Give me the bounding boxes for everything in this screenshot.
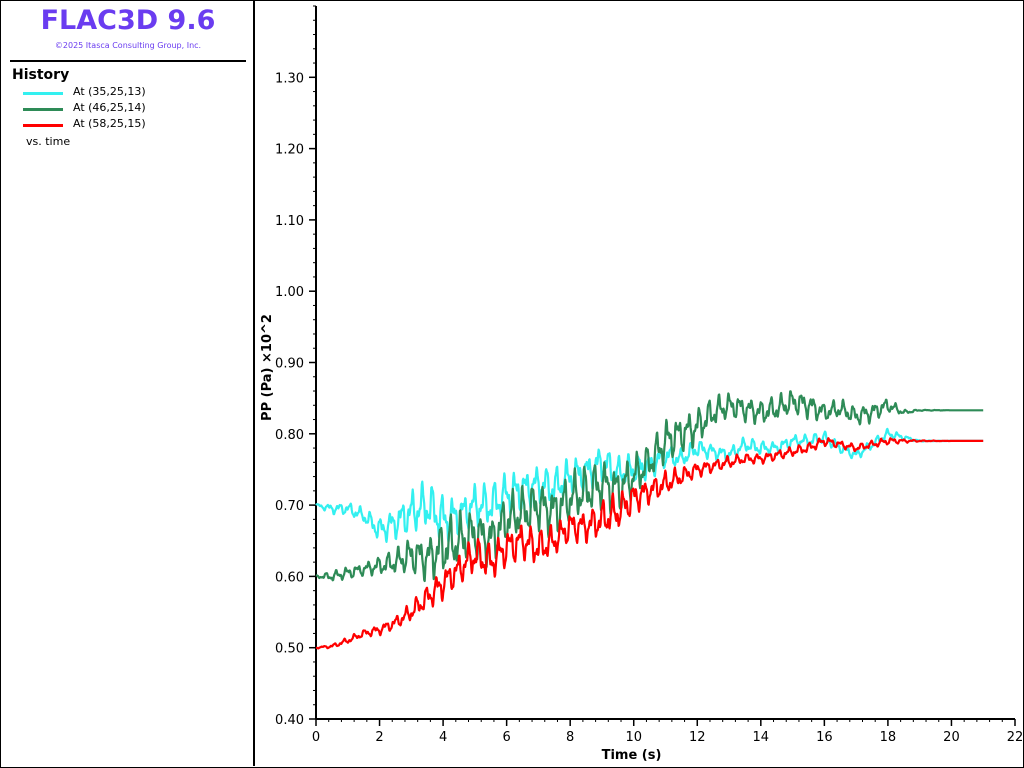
copyright-text: ©2025 Itasca Consulting Group, Inc. (54, 41, 202, 50)
x-tick-label: 10 (625, 730, 642, 745)
x-tick-label: 4 (439, 730, 447, 745)
y-tick-label: 0.50 (275, 642, 304, 657)
legend-swatch-3 (23, 124, 63, 127)
series-line-2 (315, 390, 984, 583)
legend-swatch-2 (23, 108, 63, 111)
y-tick-label: 0.80 (275, 428, 304, 443)
y-tick-label: 0.60 (275, 570, 304, 585)
history-chart: 0.40 0.50 0.60 0.70 0.80 0.90 1.00 1.10 1.20 1.30… (260, 5, 1022, 763)
x-tick-label: 0 (312, 730, 320, 745)
legend-entry-1: At (35,25,13) (23, 85, 243, 101)
legend-entry-2: At (46,25,14) (23, 101, 243, 117)
x-tick-label: 18 (880, 730, 897, 745)
x-tick-label: 2 (375, 730, 383, 745)
y-tick-label: 1.10 (275, 214, 304, 229)
vs-time-label: vs. time (26, 135, 71, 148)
x-tick-label: 22 (1007, 730, 1022, 745)
legend-swatch-1 (23, 92, 63, 95)
legend-label-3: At (58,25,15) (73, 117, 146, 130)
chart-series (315, 390, 984, 650)
x-tick-label: 6 (502, 730, 510, 745)
y-axis-title: PP (Pa) ×10^2 (260, 314, 275, 421)
legend-label-1: At (35,25,13) (73, 85, 146, 98)
y-tick-label: 1.00 (275, 285, 304, 300)
app-title: FLAC3D 9.6 (40, 5, 216, 36)
legend-entry-3: At (58,25,15) (23, 117, 243, 133)
x-tick-label: 8 (566, 730, 574, 745)
legend-panel: FLAC3D 9.6 ©2025 Itasca Consulting Group… (1, 1, 255, 766)
x-axis-title: Time (s) (602, 748, 662, 763)
legend-label-2: At (46,25,14) (73, 101, 146, 114)
x-tick-label: 16 (816, 730, 833, 745)
y-tick-label: 1.30 (275, 71, 304, 86)
x-tick-label: 12 (689, 730, 706, 745)
series-line-3 (315, 437, 984, 650)
y-tick-label: 0.70 (275, 499, 304, 514)
title-divider (10, 60, 246, 62)
x-tick-label: 14 (753, 730, 770, 745)
y-tick-label: 0.90 (275, 357, 304, 372)
chart-axes: 0.40 0.50 0.60 0.70 0.80 0.90 1.00 1.10 1.20 1.30… (275, 5, 1022, 745)
legend-heading: History (12, 67, 70, 83)
y-tick-label: 0.40 (275, 713, 304, 728)
y-tick-label: 1.20 (275, 143, 304, 158)
series-line-1 (315, 427, 984, 544)
x-tick-label: 20 (943, 730, 960, 745)
